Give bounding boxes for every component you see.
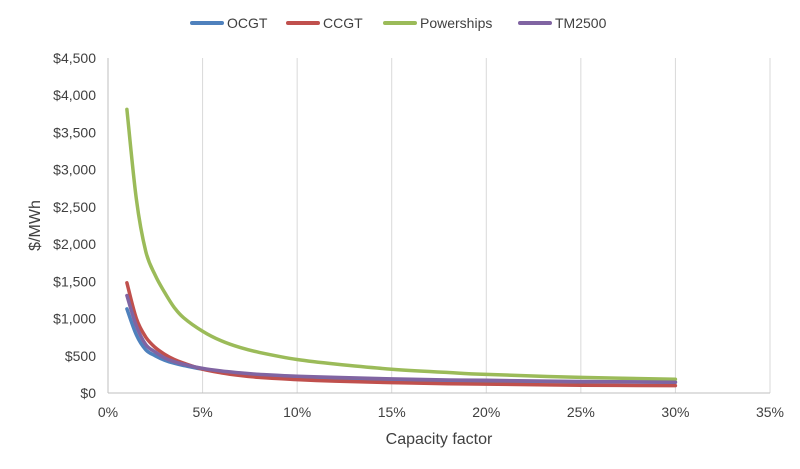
y-tick-label: $3,500 (53, 124, 96, 140)
y-tick-labels: $0 $500 $1,000 $1,500 $2,000 $2,500 $3,000 $3,5… (53, 50, 96, 401)
legend-item-ocgt: OCGT (190, 15, 268, 31)
x-tick-label: 15% (378, 404, 406, 420)
y-tick-label: $1,000 (53, 311, 96, 327)
x-tick-label: 10% (283, 404, 311, 420)
y-tick-label: $2,000 (53, 236, 96, 252)
y-axis-title: $/MWh (27, 200, 44, 251)
x-tick-labels: 0% 5% 10% 15% 20% 25% 30% 35% (98, 404, 784, 420)
series-line-powerships (125, 107, 678, 381)
axes (107, 58, 770, 394)
y-tick-label: $500 (65, 348, 96, 364)
legend-label: OCGT (227, 15, 268, 31)
x-tick-label: 20% (472, 404, 500, 420)
legend-label: TM2500 (555, 15, 607, 31)
legend-item-ccgt: CCGT (286, 15, 363, 31)
y-tick-label: $1,500 (53, 273, 96, 289)
y-tick-label: $0 (80, 385, 96, 401)
x-tick-label: 35% (756, 404, 784, 420)
x-tick-label: 30% (661, 404, 689, 420)
gridlines (202, 58, 771, 393)
legend-item-tm2500: TM2500 (518, 15, 607, 31)
series-line-ccgt (125, 281, 678, 388)
legend-label: CCGT (323, 15, 363, 31)
series-lines (125, 107, 678, 388)
y-tick-label: $2,500 (53, 199, 96, 215)
y-tick-label: $3,000 (53, 162, 96, 178)
series-line-tm2500 (125, 293, 678, 384)
legend: OCGT CCGT Powerships TM2500 (190, 15, 607, 31)
legend-label: Powerships (420, 15, 492, 31)
y-tick-label: $4,000 (53, 87, 96, 103)
y-tick-label: $4,500 (53, 50, 96, 66)
legend-item-powerships: Powerships (383, 15, 492, 31)
x-tick-label: 0% (98, 404, 118, 420)
x-tick-label: 5% (192, 404, 212, 420)
x-tick-label: 25% (567, 404, 595, 420)
x-axis-title: Capacity factor (386, 431, 493, 448)
